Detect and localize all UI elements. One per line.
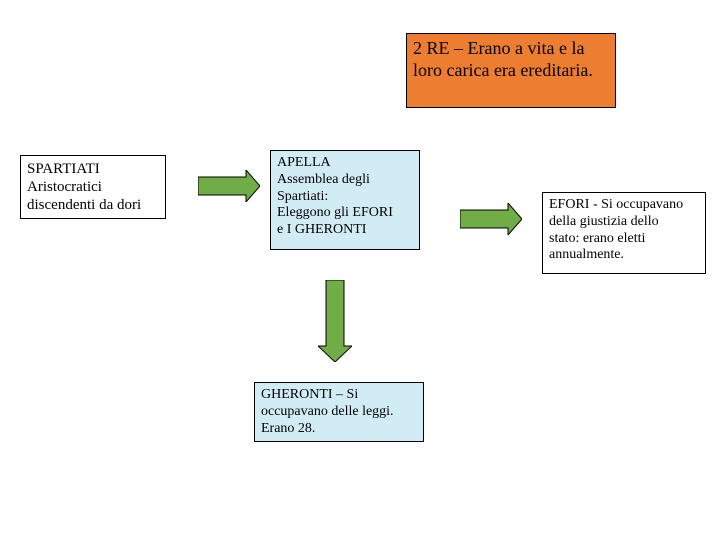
- text-line: della giustizia dello: [549, 214, 659, 229]
- box-spartiati: SPARTIATI Aristocratici discendenti da dor…: [20, 155, 166, 219]
- text-line: discendenti da dori: [27, 197, 141, 213]
- text-line: occupavano delle leggi.: [261, 404, 394, 419]
- arrow-spartiati-to-apella: [198, 170, 260, 202]
- text-line: GHERONTI – Si: [261, 387, 358, 402]
- text-line: e I GHERONTI: [277, 222, 366, 237]
- text-line: Erano 28.: [261, 421, 315, 436]
- box-apella: APELLA Assemblea degli Spartiati:Eleggono …: [270, 150, 420, 250]
- arrow-apella-to-efori: [460, 203, 522, 235]
- text-line: EFORI - Si occupavano: [549, 197, 683, 212]
- text-line: stato: erano eletti: [549, 231, 645, 246]
- text-line: SPARTIATI: [27, 161, 100, 177]
- text-line: annualmente.: [549, 247, 624, 262]
- box-two-kings: 2 RE – Erano a vita e la loro carica era…: [406, 33, 616, 108]
- text-line: Assemblea degli: [277, 172, 370, 187]
- text-line: APELLA: [277, 155, 331, 170]
- box-efori: EFORI - Si occupavano della giustizia del…: [542, 192, 706, 274]
- box-gheronti: GHERONTI – Si occupavano delle leggi. Eran…: [254, 382, 424, 442]
- text-line: Spartiati:: [277, 189, 328, 204]
- text-line: Aristocratici: [27, 179, 102, 195]
- arrow-apella-to-gheronti: [318, 280, 352, 362]
- text-line: Eleggono gli EFORI: [277, 205, 393, 220]
